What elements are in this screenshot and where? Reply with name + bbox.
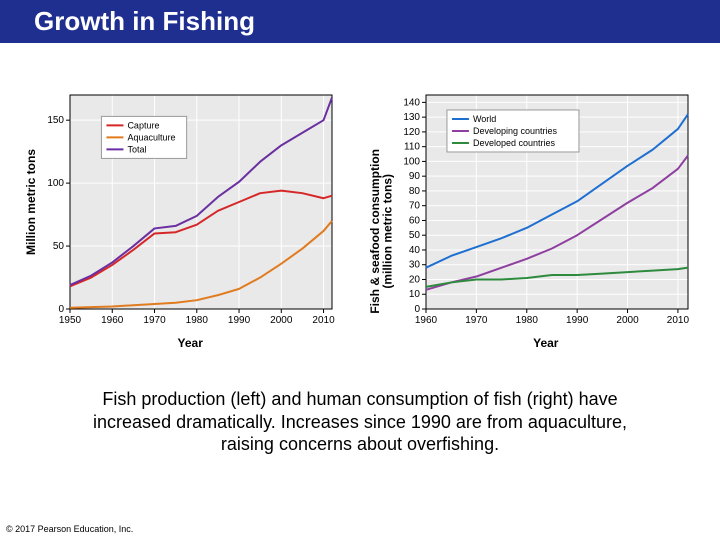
page-title: Growth in Fishing — [0, 0, 720, 43]
svg-text:100: 100 — [403, 156, 420, 167]
svg-text:40: 40 — [409, 245, 421, 256]
svg-text:Developed countries: Developed countries — [473, 138, 556, 148]
right-chart: 0 10 20 30 40 50 60 70 80 90 100 110 120 130 140 1960 19… — [396, 89, 696, 329]
svg-text:Aquaculture: Aquaculture — [128, 132, 176, 142]
left-chart-col: 0 50 100 150 1950 1960 1970 1980 1990 2000 2010 Cap… — [40, 89, 340, 350]
svg-text:140: 140 — [403, 97, 420, 108]
svg-text:1980: 1980 — [515, 315, 538, 326]
svg-text:1980: 1980 — [186, 315, 209, 326]
svg-text:110: 110 — [404, 142, 420, 153]
svg-text:50: 50 — [409, 230, 421, 241]
svg-text:1990: 1990 — [566, 315, 589, 326]
svg-text:1960: 1960 — [101, 315, 124, 326]
right-chart-xlabel: Year — [396, 336, 696, 350]
charts-row: Million metric tons 05010015019501960197… — [0, 89, 720, 350]
svg-text:Capture: Capture — [128, 120, 160, 130]
svg-text:2000: 2000 — [270, 315, 293, 326]
svg-text:0: 0 — [59, 304, 65, 315]
svg-text:1970: 1970 — [465, 315, 488, 326]
right-chart-ylabel: Fish & seafood consumption(million metri… — [369, 149, 394, 314]
svg-text:1950: 1950 — [59, 315, 82, 326]
legend: Capture Aquaculture Total — [102, 116, 187, 158]
svg-text:Developing countries: Developing countries — [473, 126, 558, 136]
svg-text:70: 70 — [409, 201, 421, 212]
svg-text:50: 50 — [53, 241, 65, 252]
svg-text:150: 150 — [48, 115, 65, 126]
svg-text:20: 20 — [409, 274, 421, 285]
right-chart-wrap: Fish & seafood consumption(million metri… — [369, 89, 696, 350]
svg-text:Total: Total — [128, 144, 147, 154]
copyright: © 2017 Pearson Education, Inc. — [6, 524, 133, 534]
svg-text:30: 30 — [409, 260, 421, 271]
svg-text:120: 120 — [403, 127, 420, 138]
svg-text:80: 80 — [409, 186, 421, 197]
svg-text:130: 130 — [403, 112, 420, 123]
svg-text:1970: 1970 — [144, 315, 167, 326]
svg-text:1960: 1960 — [415, 315, 438, 326]
svg-text:90: 90 — [409, 171, 421, 182]
svg-text:0: 0 — [414, 304, 420, 315]
svg-text:10: 10 — [409, 289, 421, 300]
svg-text:2010: 2010 — [313, 315, 336, 326]
left-chart: 0 50 100 150 1950 1960 1970 1980 1990 2000 2010 Cap… — [40, 89, 340, 329]
svg-text:1990: 1990 — [228, 315, 251, 326]
legend: World Developing countries Developed count… — [447, 110, 579, 152]
svg-text:100: 100 — [48, 178, 65, 189]
left-chart-ylabel: Million metric tons — [24, 149, 38, 255]
right-chart-col: 0 10 20 30 40 50 60 70 80 90 100 110 120 130 140 1960 19… — [396, 89, 696, 350]
left-chart-xlabel: Year — [40, 336, 340, 350]
svg-text:60: 60 — [409, 215, 421, 226]
svg-text:2000: 2000 — [616, 315, 639, 326]
left-chart-wrap: Million metric tons 0 50 100 150 1950 1960 197… — [24, 89, 340, 350]
caption: Fish production (left) and human consump… — [0, 388, 720, 456]
svg-text:World: World — [473, 114, 496, 124]
svg-text:2010: 2010 — [667, 315, 690, 326]
